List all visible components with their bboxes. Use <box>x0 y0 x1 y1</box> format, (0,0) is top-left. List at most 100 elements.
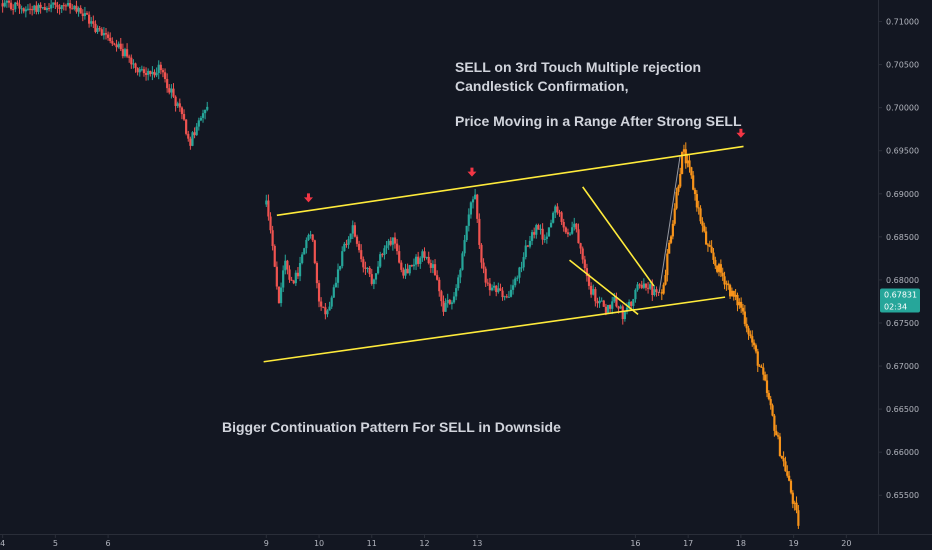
candle-body <box>113 43 116 45</box>
candle-body <box>339 266 342 270</box>
projection-candle-body <box>730 290 734 297</box>
candle-body <box>370 274 373 284</box>
candle-body <box>623 311 626 320</box>
projection-candle-body <box>679 173 682 187</box>
projection-candle-body <box>662 284 665 294</box>
candle-body <box>417 256 420 264</box>
projection-candle-body <box>782 458 785 462</box>
candle-body <box>554 206 557 213</box>
candle-body <box>347 239 350 245</box>
projection-candle-body <box>716 265 719 272</box>
projection-candle-body <box>697 207 700 209</box>
candle-body <box>535 225 538 235</box>
projection-candle-body <box>666 253 669 276</box>
projection-candle-body <box>760 366 763 368</box>
candle-body <box>73 5 76 10</box>
candle-body <box>282 270 285 288</box>
candle-body <box>628 301 631 308</box>
candle-body <box>290 279 293 281</box>
x-tick-label: 20 <box>841 539 851 548</box>
candle-body <box>166 79 169 89</box>
candle-body <box>265 200 268 205</box>
candle-body <box>326 310 329 315</box>
candle-body <box>368 267 371 275</box>
candle-body <box>585 268 589 277</box>
projection-series <box>658 142 800 529</box>
candle-body <box>587 276 591 286</box>
candle-body <box>343 243 346 252</box>
candle-body <box>372 279 375 284</box>
candle-body <box>419 258 422 264</box>
x-tick-label: 11 <box>367 539 377 548</box>
candle-body <box>425 256 428 258</box>
candle-body <box>269 216 272 231</box>
x-tick-label: 5 <box>53 539 58 548</box>
candle-body <box>286 260 289 270</box>
projection-candle-body <box>723 276 726 285</box>
projection-candle-body <box>751 336 754 343</box>
candle-body <box>56 4 59 8</box>
projection-candle-body <box>743 311 746 324</box>
candle-body <box>20 8 23 10</box>
candle-body <box>391 237 394 245</box>
candle-body <box>579 243 582 249</box>
candle-body <box>345 243 348 245</box>
candle-body <box>155 73 158 76</box>
sell-arrow-marker[interactable] <box>736 128 746 138</box>
projection-candle-body <box>765 380 769 394</box>
candle-body <box>353 225 356 237</box>
candle-body <box>136 67 139 73</box>
projection-candle-body <box>740 301 743 308</box>
candle-body <box>5 0 8 3</box>
candle-body <box>463 240 466 254</box>
candle-body <box>174 96 177 106</box>
candle-body <box>125 49 129 57</box>
candle-body <box>581 248 584 260</box>
trendline-channel-bottom[interactable] <box>263 296 726 363</box>
candle-body <box>644 283 648 288</box>
time-scale[interactable]: 4 5 6 9 10 11 12 13 16 17 18 19 20 <box>0 534 851 548</box>
candle-body <box>545 236 548 240</box>
candle-body <box>336 269 340 283</box>
candle-body <box>501 290 504 298</box>
projection-candle-body <box>671 223 674 237</box>
y-tick-label: 0.66000 <box>886 448 919 457</box>
y-tick-label: 0.68000 <box>886 276 919 285</box>
projection-candle-body <box>773 415 776 431</box>
projection-candle-body <box>734 294 737 297</box>
candle-body <box>381 254 384 256</box>
candle-body <box>457 277 460 289</box>
candle-body <box>427 256 430 264</box>
candle-body <box>596 301 599 304</box>
candle-body <box>58 7 61 9</box>
candle-body <box>573 223 576 228</box>
sell-arrow-marker[interactable] <box>303 193 313 203</box>
candle-body <box>130 57 133 65</box>
candle-body <box>128 56 131 58</box>
candle-body <box>408 265 411 274</box>
price-scale[interactable]: 0.71000 0.70500 0.70000 0.69500 0.69000 0.685… <box>878 18 919 501</box>
trendline-wedge-bottom[interactable] <box>569 259 639 315</box>
projection-candle-body <box>736 294 739 306</box>
trendline-channel-top[interactable] <box>276 145 744 217</box>
projection-candle-body <box>684 149 687 164</box>
sell-arrow-marker[interactable] <box>467 167 477 177</box>
candle-body <box>170 88 173 93</box>
candle-body <box>613 297 616 302</box>
candle-body <box>317 283 321 302</box>
y-tick-label: 0.65500 <box>886 491 919 500</box>
x-tick-label: 17 <box>683 539 693 548</box>
candle-body <box>111 41 114 44</box>
candle-body <box>151 71 154 75</box>
candle-body <box>446 299 449 303</box>
trendline-wedge-top[interactable] <box>582 186 655 287</box>
candle-body <box>528 240 532 247</box>
candle-body <box>172 88 175 97</box>
projection-candle-body <box>738 301 741 306</box>
projection-candle-body <box>776 435 780 437</box>
candle-body <box>414 256 418 265</box>
candle-body <box>632 299 635 306</box>
candle-body <box>35 5 38 12</box>
candle-body <box>617 306 620 309</box>
